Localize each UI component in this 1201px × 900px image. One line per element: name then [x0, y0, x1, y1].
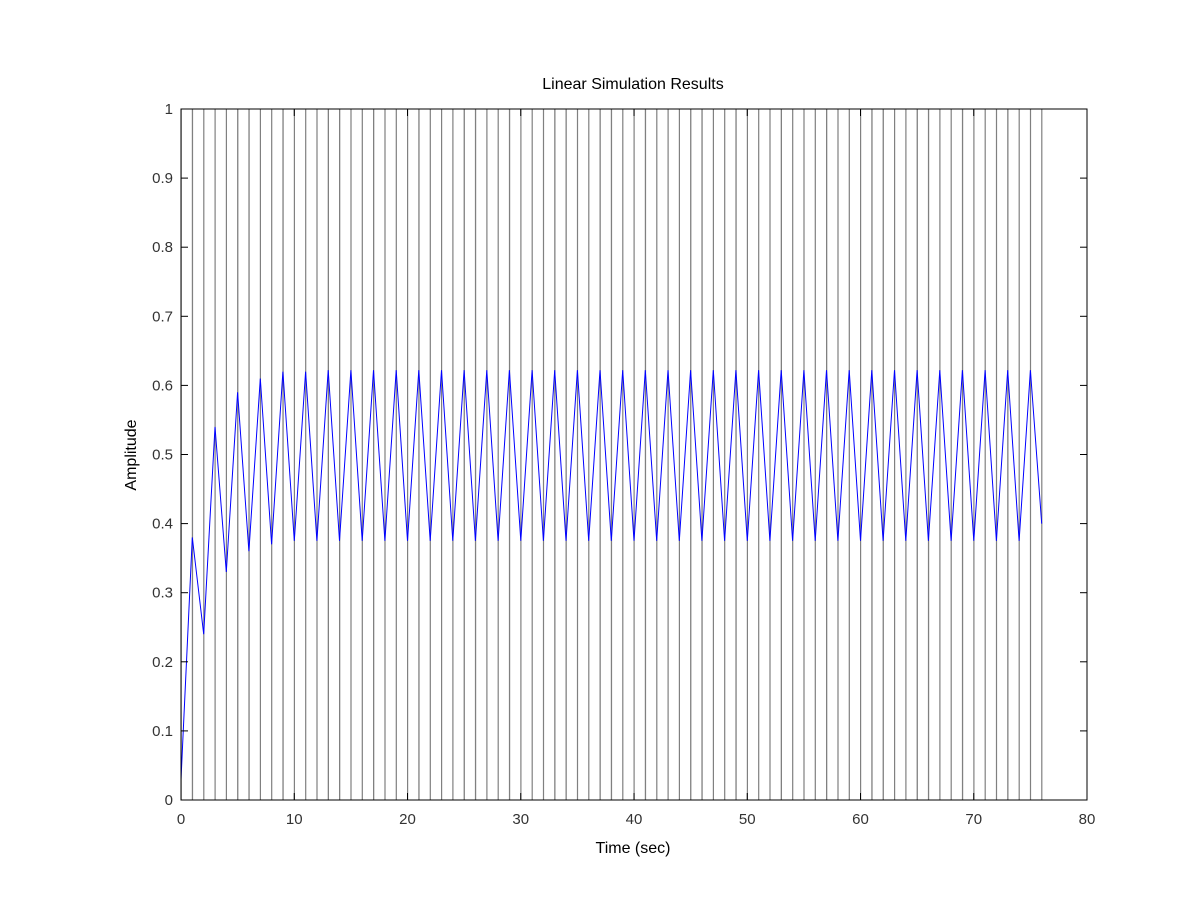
x-axis-label: Time (sec)	[596, 840, 671, 857]
x-tick-label: 30	[512, 811, 529, 828]
x-tick-label: 40	[626, 811, 643, 828]
x-tick-label: 0	[177, 811, 185, 828]
y-tick-label: 0.6	[152, 377, 173, 394]
y-tick-label: 0.3	[152, 585, 173, 602]
y-tick-label: 0.8	[152, 239, 173, 256]
y-tick-label: 0.4	[152, 516, 173, 533]
chart-title: Linear Simulation Results	[542, 76, 723, 93]
y-tick-label: 0.5	[152, 447, 173, 464]
y-tick-label: 1	[165, 101, 173, 118]
x-tick-label: 80	[1079, 811, 1096, 828]
x-tick-label: 10	[286, 811, 303, 828]
y-tick-label: 0.9	[152, 170, 173, 187]
response-line-0	[180, 370, 1043, 780]
x-tick-label: 20	[399, 811, 416, 828]
y-tick-label: 0.2	[152, 654, 173, 671]
x-tick-label: 70	[965, 811, 982, 828]
y-tick-label: 0.7	[152, 308, 173, 325]
x-axis-ticks: 0 10 20 30 40 50 60 70 80	[177, 109, 1096, 828]
y-axis-ticks: 0 0.1 0.2 0.3 0.4 0.5 0.6 0.7 0.8 0.9 1	[152, 101, 1087, 809]
x-tick-label: 50	[739, 811, 756, 828]
y-tick-label: 0.1	[152, 723, 173, 740]
response-series	[180, 370, 1043, 780]
y-axis-label: Amplitude	[123, 419, 140, 490]
y-tick-label: 0	[165, 792, 173, 809]
x-tick-label: 60	[852, 811, 869, 828]
